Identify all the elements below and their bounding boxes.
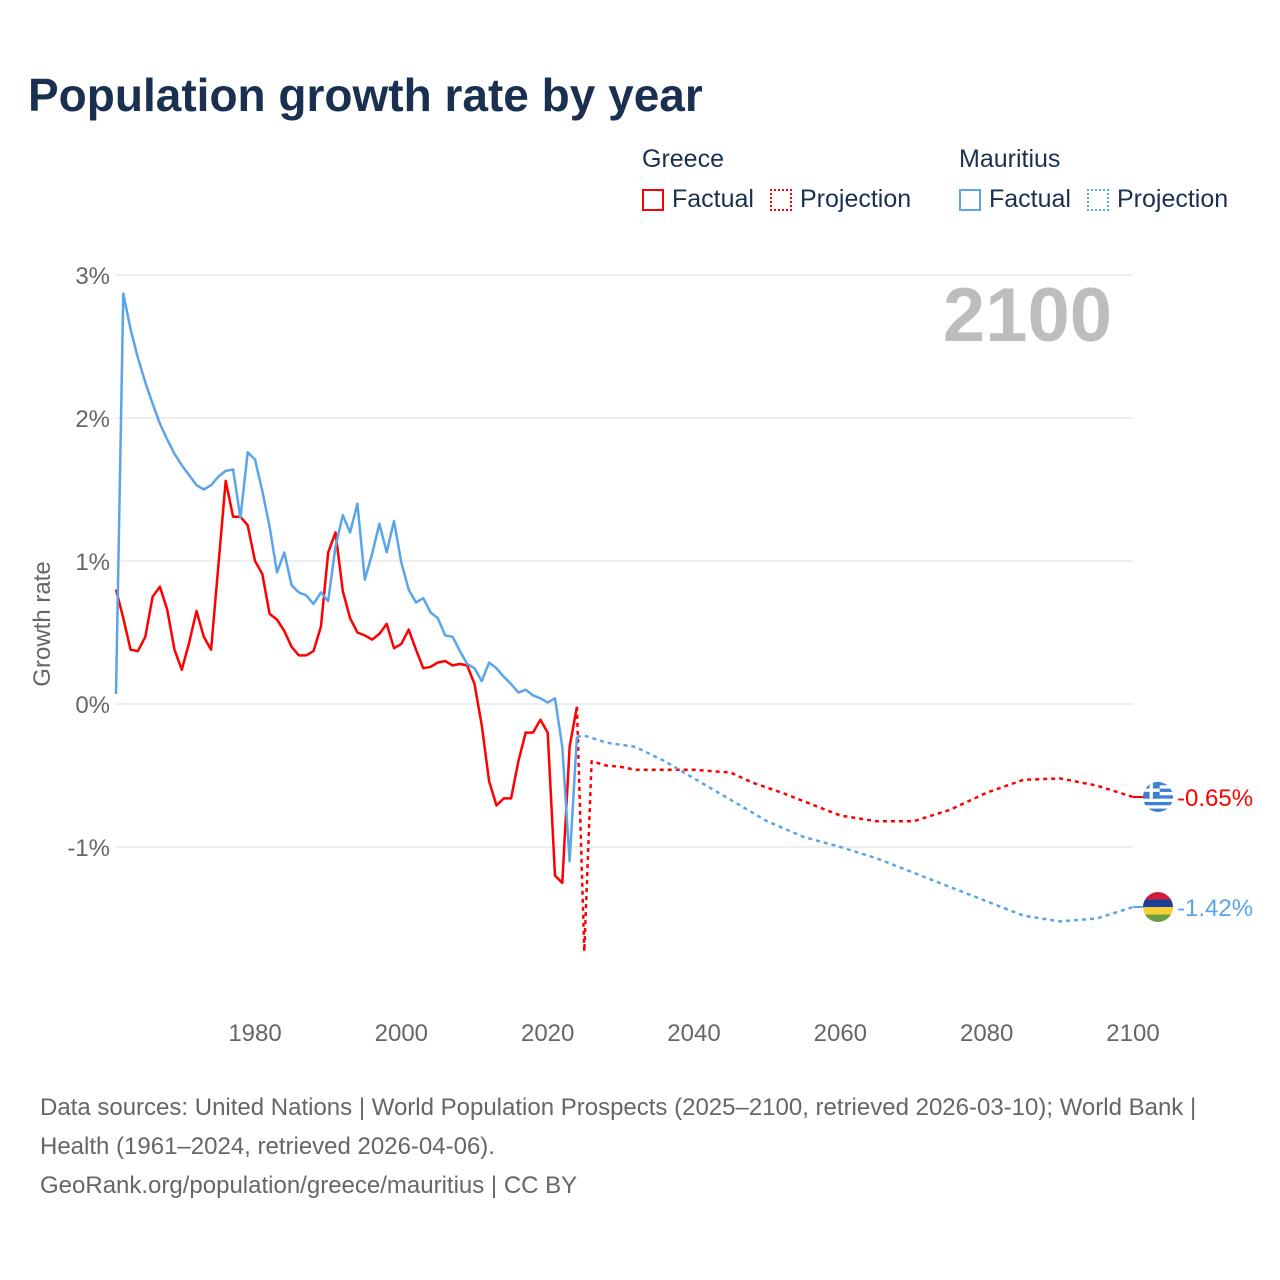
x-tick-label: 2020 [521,1020,574,1047]
legend-label-greece-projection[interactable]: Projection [799,185,912,213]
legend-label-mauritius-projection[interactable]: Projection [1116,185,1229,213]
x-tick-label: 2000 [375,1020,428,1047]
legend-swatch-mauritius-factual [959,188,981,211]
x-tick-label: 2080 [960,1020,1013,1047]
legend-group-greece: Greece [642,145,724,173]
legend-row-mauritius: Factual Projection [959,185,1244,214]
greece-flag-icon [1143,781,1173,812]
current-year-label: 2100 [942,273,1112,358]
legend-row-greece: Factual Projection [642,185,927,214]
footer: Data sources: United Nations | World Pop… [40,1088,1240,1205]
legend-swatch-greece-factual [642,188,664,211]
legend-swatch-mauritius-projection [1086,188,1109,211]
legend-label-greece-factual[interactable]: Factual [672,185,754,213]
chart-title: Population growth rate by year [28,69,703,121]
end-value-label-mauritius: -1.42% [1177,895,1253,922]
x-tick-label: 1980 [228,1020,281,1047]
x-tick-label: 2060 [814,1020,867,1047]
mauritius-flag-icon [1143,892,1173,923]
series-line-mauritius-factual [114,292,579,863]
y-tick-label: 0% [75,692,110,719]
legend-swatch-greece-projection [769,188,792,211]
y-tick-label: -1% [67,835,110,862]
credit-link[interactable]: GeoRank.org/population/greece/mauritius … [40,1172,578,1199]
y-tick-label: 2% [75,406,110,433]
y-tick-label: 3% [75,263,110,290]
series-line-greece-projection [575,706,1134,953]
series-line-mauritius-projection [576,734,1134,923]
end-value-label-greece: -0.65% [1177,785,1253,812]
x-tick-label: 2040 [667,1020,720,1047]
legend-label-mauritius-factual[interactable]: Factual [989,185,1071,213]
series-line-greece-factual [114,479,579,885]
data-sources: Data sources: United Nations | World Pop… [40,1094,1197,1160]
y-axis-label: Growth rate [29,561,56,686]
y-tick-label: 1% [75,549,110,576]
x-tick-label: 2100 [1106,1020,1159,1047]
legend-group-mauritius: Mauritius [959,145,1061,173]
